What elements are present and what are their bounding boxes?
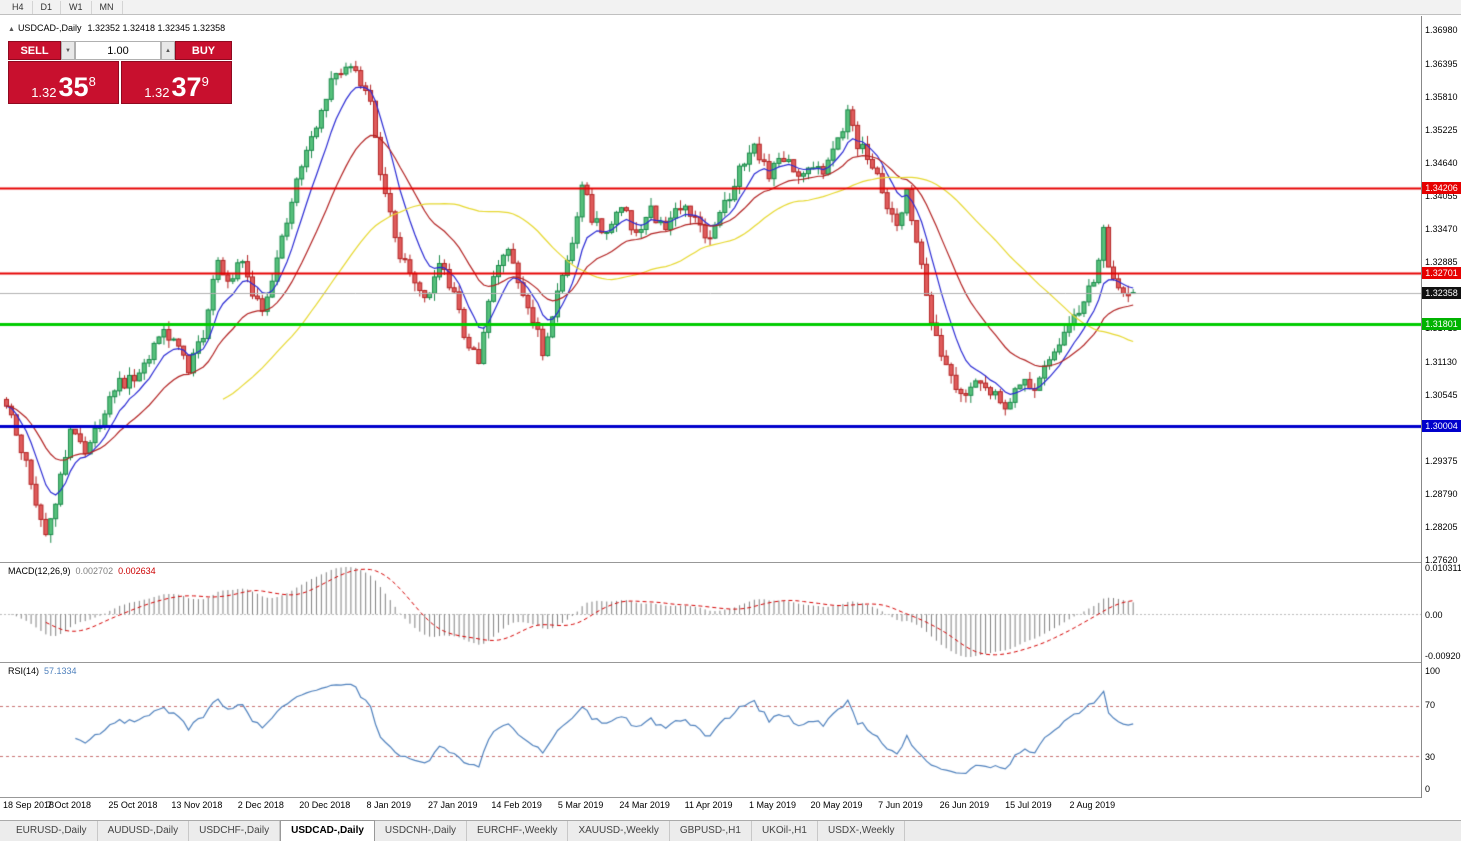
chart-tab-usdchf[interactable]: USDCHF-,Daily (189, 821, 281, 841)
date-label: 15 Jul 2019 (1005, 800, 1052, 810)
price-axis-label: 1.33470 (1425, 224, 1458, 235)
date-label: 20 May 2019 (810, 800, 863, 810)
date-label: 2 Dec 2018 (237, 800, 284, 810)
buy-price-display[interactable]: 1.32 37 9 (121, 61, 232, 104)
price-axis-label: 1.36395 (1425, 58, 1458, 69)
date-label: 1 May 2019 (749, 800, 797, 810)
price-axis-label: 1.34055 (1425, 191, 1458, 202)
price-level-badge: 1.31801 (1422, 318, 1461, 331)
date-label: 13 Nov 2018 (171, 800, 223, 810)
price-axis-label: 1.36980 (1425, 25, 1458, 36)
price-axis-label: 1.35810 (1425, 91, 1458, 102)
price-level-badge: 1.34206 (1422, 181, 1461, 194)
symbol-marker-icon: ▲ (8, 26, 15, 33)
buy-price-pip: 9 (201, 74, 209, 89)
date-label: 14 Feb 2019 (491, 800, 542, 810)
price-level-badge: 1.32701 (1422, 267, 1461, 280)
chart-tab-gbpusd[interactable]: GBPUSD-,H1 (670, 821, 752, 841)
date-label: 7 Oct 2018 (46, 800, 91, 810)
sell-price-main: 35 (58, 72, 89, 102)
rsi-value: 57.1334 (44, 666, 77, 676)
pane-separator[interactable] (0, 562, 1461, 563)
indicator-axis-label: 70 (1425, 700, 1436, 710)
timeframe-button-d1[interactable]: D1 (33, 0, 62, 14)
macd-name: MACD(12,26,9) (8, 566, 71, 576)
date-label: 2 Aug 2019 (1069, 800, 1116, 810)
date-label: 8 Jan 2019 (366, 800, 412, 810)
date-label: 11 Apr 2019 (684, 800, 733, 810)
rsi-name: RSI(14) (8, 666, 40, 676)
volume-decrease-button[interactable]: ▼ (61, 41, 75, 60)
sell-price-pip: 8 (88, 74, 96, 89)
chart-tab-usdx[interactable]: USDX-,Weekly (818, 821, 906, 841)
date-label: 27 Jan 2019 (427, 800, 478, 810)
timeframe-button-mn[interactable]: MN (92, 0, 123, 14)
buy-button[interactable]: BUY (175, 41, 232, 60)
price-axis-label: 1.31130 (1425, 356, 1457, 367)
date-label: 18 Sep 2018 (3, 800, 55, 810)
time-axis[interactable]: 18 Sep 2018 7 Oct 2018 25 Oct 2018 13 Nov 2… (0, 798, 1421, 815)
date-label: 26 Jun 2019 (939, 800, 990, 810)
macd-hist-value: 0.002702 (75, 566, 114, 576)
chart-tab-eurchf[interactable]: EURCHF-,Weekly (467, 821, 569, 841)
chevron-up-icon: ▲ (165, 47, 171, 54)
date-label: 7 Jun 2019 (878, 800, 923, 810)
chevron-down-icon: ▼ (65, 47, 71, 54)
volume-increase-button[interactable]: ▲ (161, 41, 175, 60)
chart-tab-xauusd[interactable]: XAUUSD-,Weekly (568, 821, 670, 841)
chart-tab-usdcad[interactable]: USDCAD-,Daily (280, 820, 375, 841)
timeframe-button-h4[interactable]: H4 (4, 0, 33, 14)
price-axis-label: 1.28790 (1425, 488, 1458, 499)
date-label: 25 Oct 2018 (108, 800, 158, 810)
macd-indicator-label: MACD(12,26,9) 0.002702 0.002634 (8, 566, 156, 576)
date-label: 20 Dec 2018 (299, 800, 351, 810)
price-axis-label: 1.32885 (1425, 257, 1458, 268)
volume-input[interactable] (75, 41, 161, 60)
chart-tab-eurusd[interactable]: EURUSD-,Daily (6, 821, 98, 841)
chart-tab-bar: EURUSD-,Daily AUDUSD-,Daily USDCHF-,Daily U… (0, 820, 1461, 841)
price-level-badge: 1.30004 (1422, 419, 1461, 432)
price-axis-label: 1.34640 (1425, 157, 1458, 168)
sell-price-prefix: 1.32 (31, 85, 57, 100)
pane-separator (0, 797, 1461, 798)
indicator-axis-label: 100 (1425, 666, 1441, 676)
price-axis-label: 1.35225 (1425, 124, 1458, 135)
chart-tab-ukoil[interactable]: UKOil-,H1 (752, 821, 818, 841)
pane-separator[interactable] (0, 662, 1461, 663)
indicator-axis-label: 0.00 (1425, 610, 1443, 620)
chart-title: ▲ USDCAD-,Daily 1.32352 1.32418 1.32345 1.… (8, 23, 225, 33)
indicator-axis-label: -0.00920 (1425, 651, 1461, 661)
sell-price-display[interactable]: 1.32 35 8 (8, 61, 119, 104)
indicator-axis-label: 30 (1425, 752, 1436, 762)
chart-ohlc-values: 1.32352 1.32418 1.32345 1.32358 (87, 23, 226, 33)
timeframe-button-w1[interactable]: W1 (61, 0, 92, 14)
rsi-indicator-label: RSI(14) 57.1334 (8, 666, 77, 676)
price-axis-label: 1.28205 (1425, 522, 1458, 533)
indicator-axis-label: 0 (1425, 784, 1431, 794)
chart-tab-usdcnh[interactable]: USDCNH-,Daily (375, 821, 468, 841)
date-label: 5 Mar 2019 (557, 800, 604, 810)
sell-button[interactable]: SELL (8, 41, 61, 60)
buy-price-prefix: 1.32 (144, 85, 170, 100)
price-axis[interactable]: 1.36980 1.36395 1.35810 1.35225 1.34640 1.340… (1421, 16, 1461, 798)
price-chart-canvas[interactable] (0, 16, 1421, 798)
price-axis-label: 1.27620 (1425, 555, 1458, 566)
price-level-badge: 1.32358 (1422, 286, 1461, 299)
buy-price-main: 37 (171, 72, 202, 102)
price-axis-label: 1.30545 (1425, 389, 1458, 400)
macd-signal-value: 0.002634 (118, 566, 156, 576)
price-axis-label: 1.29375 (1425, 455, 1458, 466)
chart-symbol-period: USDCAD-,Daily (17, 23, 82, 33)
one-click-trade-panel: SELL ▼ ▲ BUY 1.32 35 8 1.32 37 9 (8, 41, 232, 104)
chart-tab-audusd[interactable]: AUDUSD-,Daily (98, 821, 190, 841)
indicator-axis-label: 0.010311 (1425, 563, 1461, 573)
timeframe-toolbar: H4 D1 W1 MN (0, 0, 1461, 15)
date-label: 24 Mar 2019 (619, 800, 670, 810)
